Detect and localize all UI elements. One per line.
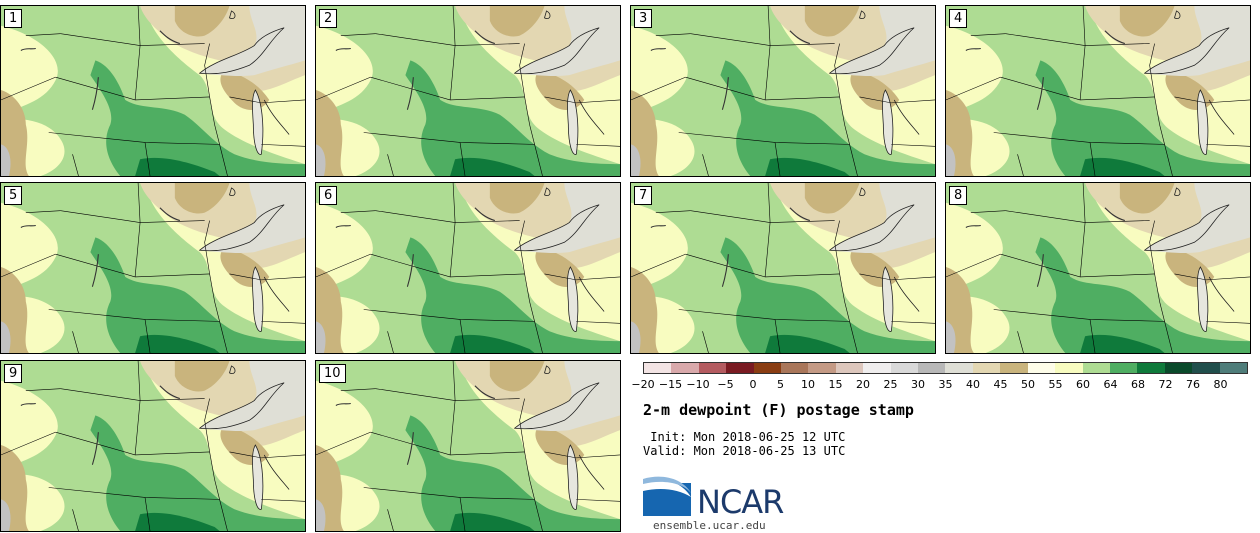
colorbar-tick-label: 30 <box>911 378 925 391</box>
map-panel-6: 6 <box>315 182 621 354</box>
colorbar-segment <box>1137 363 1165 373</box>
colorbar-segment <box>726 363 754 373</box>
colorbar-segment <box>918 363 946 373</box>
map-panel-7: 7 <box>630 182 936 354</box>
colorbar-tick-label: 20 <box>856 378 870 391</box>
panel-label: 6 <box>319 186 338 205</box>
panel-label: 4 <box>949 9 968 28</box>
colorbar-segment <box>1164 363 1193 373</box>
colorbar-segment <box>863 363 891 373</box>
dewpoint-map-10 <box>316 361 620 531</box>
valid-time: Valid: Mon 2018-06-25 13 UTC <box>643 444 846 458</box>
colorbar-tick-label: 40 <box>966 378 980 391</box>
dewpoint-map-4 <box>946 6 1250 176</box>
colorbar-tick-label: 5 <box>777 378 784 391</box>
site-url: ensemble.ucar.edu <box>653 519 766 532</box>
init-time: Init: Mon 2018-06-25 12 UTC <box>643 430 846 444</box>
dewpoint-map-1 <box>1 6 305 176</box>
dewpoint-map-2 <box>316 6 620 176</box>
panel-label: 2 <box>319 9 338 28</box>
dewpoint-map-8 <box>946 183 1250 353</box>
colorbar-tick-label: 35 <box>938 378 953 391</box>
colorbar <box>643 362 1248 374</box>
panel-label: 1 <box>4 9 23 28</box>
colorbar-tick-label: 55 <box>1048 378 1063 391</box>
map-panel-5: 5 <box>0 182 306 354</box>
colorbar-tick-label: 25 <box>883 378 898 391</box>
colorbar-ticks: −20 −15 −10 −5 0 5 10 15 20 25 30 35 40 45 50 55 60 64 68 7… <box>631 378 1248 392</box>
colorbar-segment <box>753 363 782 373</box>
ncar-logo-icon <box>643 476 691 516</box>
dewpoint-map-7 <box>631 183 935 353</box>
colorbar-tick-label: −5 <box>717 378 734 391</box>
colorbar-segment <box>808 363 836 373</box>
colorbar-segment <box>698 363 727 373</box>
map-panel-1: 1 <box>0 5 306 177</box>
dewpoint-map-5 <box>1 183 305 353</box>
colorbar-segment <box>1082 363 1110 373</box>
colorbar-segment <box>1219 363 1247 373</box>
map-panel-2: 2 <box>315 5 621 177</box>
colorbar-segment <box>972 363 1001 373</box>
colorbar-segment <box>945 363 973 373</box>
dewpoint-map-9 <box>1 361 305 531</box>
panel-label: 8 <box>949 186 968 205</box>
dewpoint-map-3 <box>631 6 935 176</box>
colorbar-tick-label: −15 <box>658 378 683 391</box>
colorbar-segment <box>890 363 919 373</box>
panel-label: 5 <box>4 186 23 205</box>
colorbar-tick-label: −20 <box>631 378 655 391</box>
colorbar-tick-label: 15 <box>828 378 843 391</box>
colorbar-segment <box>671 363 699 373</box>
map-panel-9: 9 <box>0 360 306 532</box>
colorbar-tick-label: 50 <box>1021 378 1035 391</box>
colorbar-segment <box>1109 363 1138 373</box>
dewpoint-map-6 <box>316 183 620 353</box>
colorbar-tick-label: −10 <box>686 378 710 391</box>
colorbar-segment <box>644 363 672 373</box>
panel-label: 9 <box>4 364 23 383</box>
colorbar-tick-label: 80 <box>1213 378 1228 391</box>
page-title: 2-m dewpoint (F) postage stamp <box>643 401 914 419</box>
colorbar-tick-label: 45 <box>993 378 1008 391</box>
colorbar-tick-label: 64 <box>1103 378 1118 391</box>
colorbar-segment <box>1000 363 1028 373</box>
colorbar-tick-label: 76 <box>1186 378 1200 391</box>
map-panel-3: 3 <box>630 5 936 177</box>
ncar-logo-text: NCAR <box>697 483 784 521</box>
colorbar-tick-label: 0 <box>749 378 757 391</box>
map-panel-4: 4 <box>945 5 1251 177</box>
map-panel-8: 8 <box>945 182 1251 354</box>
panel-label: 7 <box>634 186 653 205</box>
colorbar-tick-label: 72 <box>1158 378 1173 391</box>
panel-label: 3 <box>634 9 653 28</box>
colorbar-tick-label: 10 <box>801 378 815 391</box>
colorbar-segment <box>835 363 864 373</box>
colorbar-tick-label: 68 <box>1131 378 1145 391</box>
colorbar-segment <box>1027 363 1056 373</box>
colorbar-segment <box>1192 363 1220 373</box>
colorbar-segment <box>781 363 809 373</box>
map-panel-10: 10 <box>315 360 621 532</box>
colorbar-segment <box>1055 363 1083 373</box>
colorbar-tick-label: 60 <box>1076 378 1090 391</box>
panel-label: 10 <box>319 364 346 383</box>
